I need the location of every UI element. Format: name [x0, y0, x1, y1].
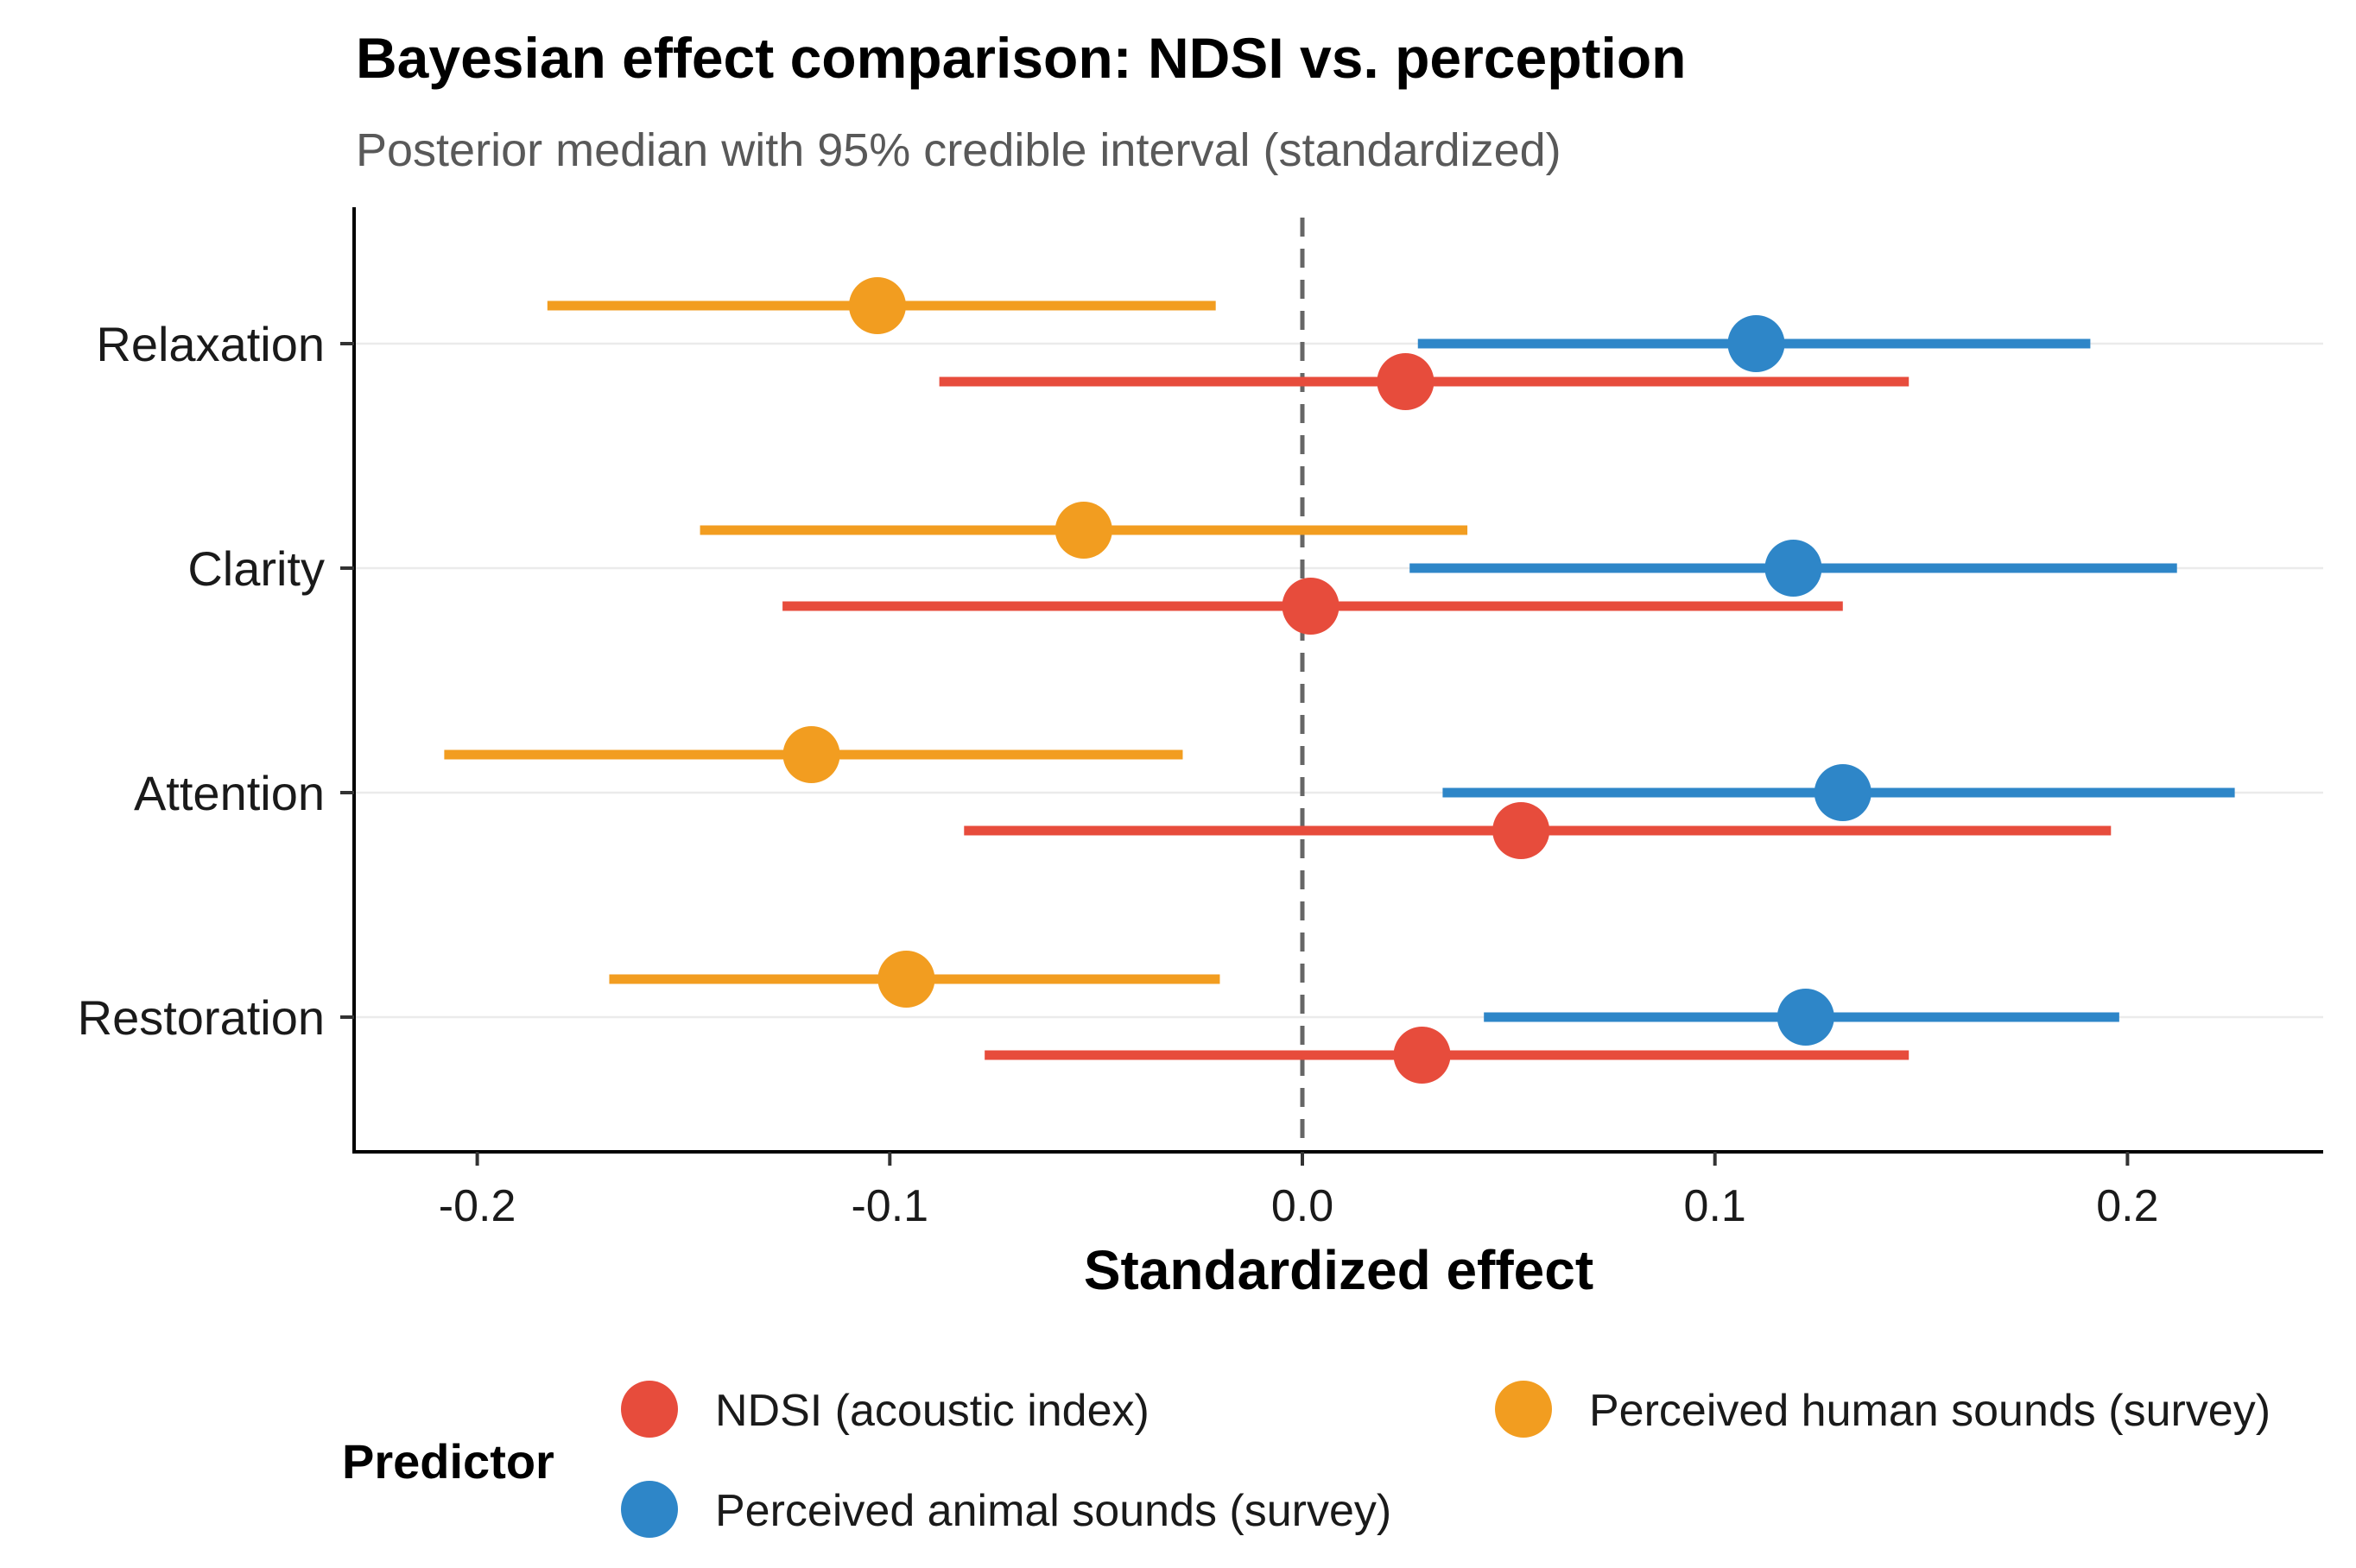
y-tick-label-relaxation: Relaxation [96, 317, 325, 371]
y-tick-label-clarity: Clarity [187, 541, 325, 596]
point-ndsi-relaxation [1377, 353, 1434, 410]
x-tick-label: -0.2 [439, 1181, 516, 1231]
chart-title: Bayesian effect comparison: NDSI vs. per… [356, 26, 1686, 90]
point-perceived-restoration [1776, 989, 1834, 1046]
point-perceived-relaxation [1727, 315, 1785, 372]
x-tick-label: 0.1 [1684, 1181, 1746, 1231]
chart-subtitle: Posterior median with 95% credible inter… [356, 124, 1561, 176]
point-perceived-relaxation [848, 277, 906, 334]
legend-label-perceived: Perceived human sounds (survey) [1589, 1386, 2270, 1436]
x-axis-title: Standardized effect [1084, 1239, 1593, 1301]
point-perceived-clarity [1054, 502, 1112, 559]
point-ndsi-restoration [1393, 1027, 1451, 1084]
point-perceived-restoration [877, 951, 935, 1008]
legend-key-perceived [1495, 1381, 1552, 1438]
y-tick-label-attention: Attention [134, 766, 325, 820]
point-layer [782, 277, 1872, 1084]
x-tick-label: 0.2 [2096, 1181, 2158, 1231]
point-perceived-attention [1814, 764, 1872, 821]
point-perceived-attention [782, 726, 840, 783]
x-axis: -0.2 -0.1 0.0 0.1 0.2 [439, 1152, 2159, 1231]
legend-label-ndsi: NDSI (acoustic index) [715, 1386, 1150, 1436]
y-axis: Relaxation Clarity Attention Restoration [78, 317, 354, 1045]
legend-title: Predictor [342, 1434, 554, 1489]
y-tick-label-restoration: Restoration [78, 990, 325, 1045]
legend: Predictor NDSI (acoustic index) Perceived… [342, 1381, 2270, 1538]
point-ndsi-clarity [1282, 578, 1340, 635]
point-ndsi-attention [1492, 802, 1550, 859]
legend-key-ndsi [621, 1381, 678, 1438]
point-perceived-clarity [1764, 540, 1822, 597]
legend-key-perceived [621, 1481, 678, 1538]
x-tick-label: 0.0 [1271, 1181, 1333, 1231]
x-tick-label: -0.1 [851, 1181, 928, 1231]
legend-label-perceived: Perceived animal sounds (survey) [715, 1486, 1391, 1536]
